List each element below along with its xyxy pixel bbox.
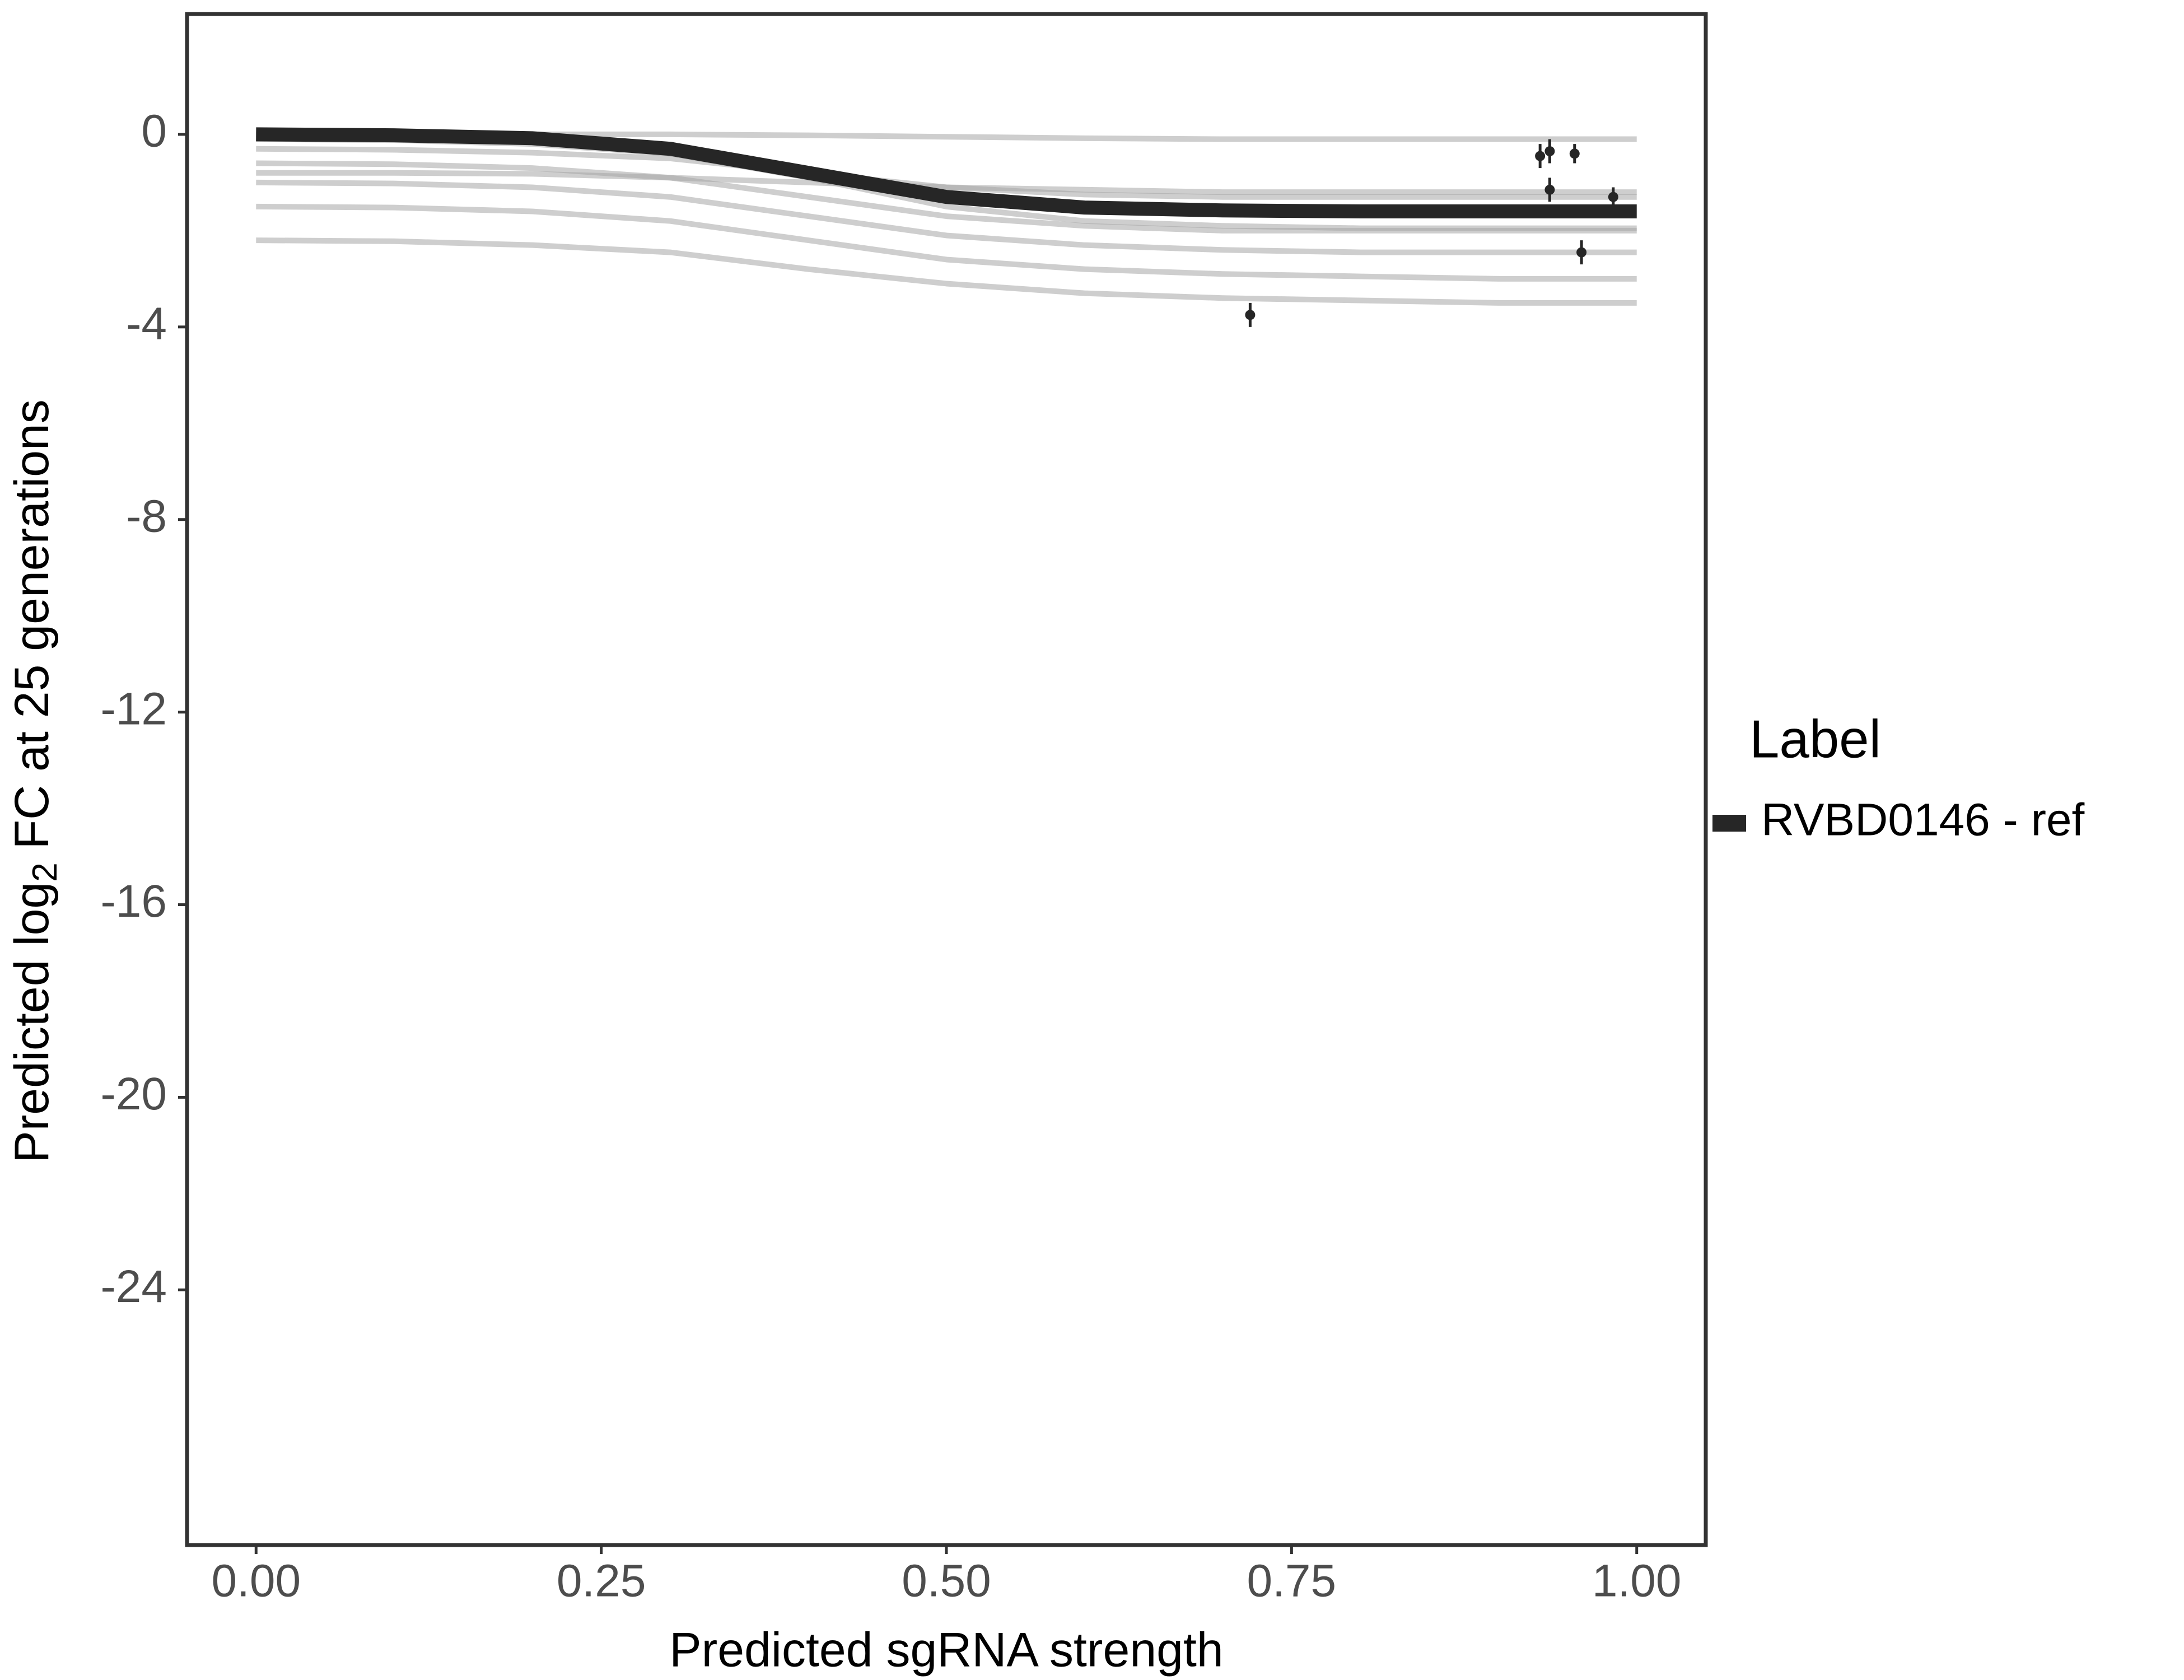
- y-tick-label: -8: [126, 491, 167, 542]
- posterior-draw: [256, 170, 1637, 195]
- observed-point: [1245, 310, 1256, 320]
- y-title-part: Predicted log: [5, 882, 59, 1163]
- legend-title: Label: [1749, 709, 1881, 769]
- x-tick-label: 1.00: [1592, 1556, 1682, 1607]
- y-axis-title: Predicted log2 FC at 25 generations: [5, 399, 65, 1163]
- y-title-part: FC at 25 generations: [5, 399, 59, 862]
- observed-point: [1569, 148, 1580, 159]
- x-tick-label: 0.50: [902, 1556, 991, 1607]
- posterior-draw: [256, 237, 1637, 306]
- x-axis-title: Predicted sgRNA strength: [669, 1623, 1224, 1677]
- observed-point: [1535, 151, 1546, 161]
- posterior-draw: [256, 179, 1637, 255]
- y-tick-label: -24: [100, 1261, 167, 1312]
- y-tick-label: 0: [141, 106, 167, 157]
- observed-point: [1608, 192, 1618, 202]
- panel-border: [185, 12, 1708, 1547]
- posterior-draw: [256, 203, 1637, 282]
- observed-point: [1544, 146, 1555, 157]
- fit-line: [256, 127, 1637, 218]
- y-title-sub: 2: [26, 862, 64, 881]
- observed-point: [1544, 184, 1555, 195]
- y-tick-label: -16: [100, 876, 167, 927]
- y-tick-label: -20: [100, 1068, 167, 1119]
- observed-point: [1576, 247, 1587, 258]
- x-tick-label: 0.25: [557, 1556, 646, 1607]
- x-tick-label: 0.00: [211, 1556, 301, 1607]
- legend-label: RVBD0146 - ref: [1761, 795, 2085, 846]
- x-tick-label: 0.75: [1247, 1556, 1337, 1607]
- y-tick-label: -12: [100, 683, 167, 734]
- legend-key: [1712, 815, 1746, 832]
- y-tick-label: -4: [126, 298, 167, 349]
